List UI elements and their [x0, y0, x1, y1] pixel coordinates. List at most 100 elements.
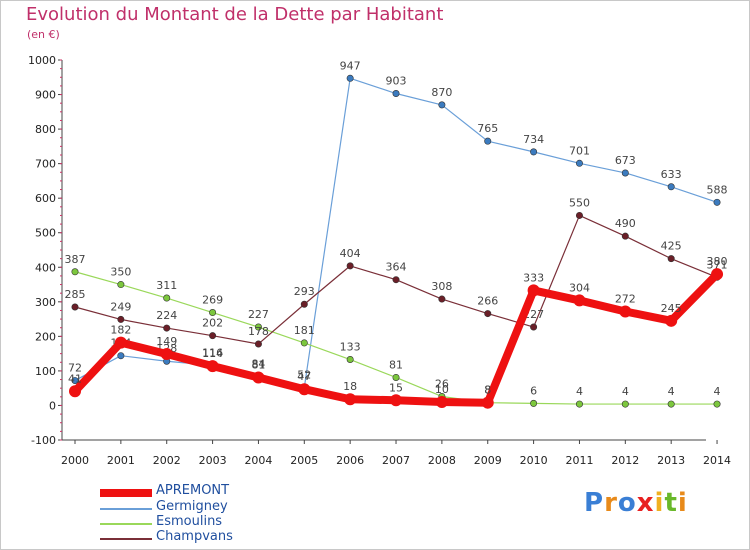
- x-tick-label: 2001: [107, 454, 135, 467]
- data-label: 734: [523, 133, 544, 146]
- x-tick-label: 2013: [657, 454, 685, 467]
- x-tick-label: 2004: [244, 454, 272, 467]
- data-point: [530, 399, 538, 407]
- proxiti-logo: Proxiti: [584, 488, 688, 518]
- data-label: 6: [530, 384, 537, 397]
- data-label: 182: [110, 324, 131, 337]
- data-label: 114: [202, 347, 223, 360]
- data-point: [713, 198, 721, 206]
- data-label: 380: [707, 255, 728, 268]
- y-tick-label: 400: [35, 261, 56, 274]
- data-point: [71, 268, 79, 276]
- data-label: 308: [431, 280, 452, 293]
- x-tick-label: 2000: [61, 454, 89, 467]
- data-label: 4: [668, 385, 675, 398]
- y-tick-label: 600: [35, 192, 56, 205]
- data-point: [665, 314, 678, 327]
- data-point: [575, 159, 583, 167]
- data-point: [69, 385, 81, 398]
- x-tick-label: 2007: [382, 454, 410, 467]
- data-point: [667, 400, 675, 408]
- data-point: [530, 148, 538, 156]
- data-label: 269: [202, 294, 223, 307]
- data-point: [344, 393, 357, 406]
- data-point: [114, 336, 127, 349]
- legend-swatch: [100, 508, 152, 510]
- data-label: 81: [251, 358, 265, 371]
- data-label: 4: [714, 385, 721, 398]
- data-label: 903: [386, 75, 407, 88]
- data-label: 870: [431, 86, 452, 99]
- data-label: 311: [156, 279, 177, 292]
- data-point: [163, 294, 171, 302]
- x-tick-label: 2014: [703, 454, 731, 467]
- data-label: 84: [251, 357, 265, 370]
- data-point: [346, 356, 354, 364]
- y-tick-label: 1000: [28, 54, 56, 67]
- legend-label: APREMONT: [156, 483, 230, 498]
- data-point: [575, 400, 583, 408]
- legend-swatch: [100, 489, 152, 497]
- data-point: [254, 340, 262, 348]
- data-point: [390, 394, 403, 407]
- data-point: [117, 281, 125, 289]
- data-label: 224: [156, 309, 177, 322]
- data-point: [254, 323, 262, 331]
- y-tick-label: 500: [35, 227, 56, 240]
- data-point: [117, 315, 125, 323]
- data-point: [209, 309, 217, 317]
- y-tick-label: 300: [35, 296, 56, 309]
- data-label: 371: [707, 258, 728, 271]
- data-label: 293: [294, 285, 315, 298]
- x-tick-label: 2008: [428, 454, 456, 467]
- data-point: [392, 373, 400, 381]
- data-label: 15: [389, 381, 403, 394]
- data-label: 181: [294, 324, 315, 337]
- data-point: [621, 169, 629, 177]
- data-label: 81: [389, 358, 403, 371]
- data-point: [71, 377, 79, 385]
- y-tick-label: 0: [49, 399, 56, 412]
- data-point: [300, 339, 308, 347]
- data-point: [300, 300, 308, 308]
- data-label: 285: [65, 288, 86, 301]
- y-tick-label: 900: [35, 89, 56, 102]
- data-point: [481, 396, 494, 409]
- data-label: 52: [297, 368, 311, 381]
- chart-title: Evolution du Montant de la Dette par Hab…: [26, 4, 444, 25]
- legend-label: Esmoulins: [156, 514, 223, 529]
- data-label: 633: [661, 168, 682, 181]
- legend-swatch: [100, 538, 152, 540]
- y-tick-label: -100: [31, 434, 56, 447]
- data-label: 18: [343, 380, 357, 393]
- data-label: 72: [68, 362, 82, 375]
- data-label: 765: [477, 122, 498, 135]
- data-label: 350: [110, 266, 131, 279]
- x-tick-label: 2002: [153, 454, 181, 467]
- data-point: [435, 396, 448, 408]
- data-point: [298, 383, 311, 396]
- data-point: [711, 268, 724, 281]
- data-point: [252, 371, 265, 384]
- data-label: 425: [661, 240, 682, 253]
- data-point: [346, 262, 354, 270]
- legend-label: Germigney: [156, 499, 228, 514]
- x-tick-label: 2005: [290, 454, 318, 467]
- data-point: [209, 332, 217, 340]
- data-label: 673: [615, 154, 636, 167]
- chart-unit-subtitle: (en €): [27, 28, 60, 41]
- y-tick-label: 800: [35, 123, 56, 136]
- data-point: [206, 360, 219, 373]
- data-point: [621, 400, 629, 408]
- data-label: 4: [622, 385, 629, 398]
- data-point: [484, 137, 492, 145]
- data-point: [346, 74, 354, 82]
- data-label: 266: [477, 295, 498, 308]
- data-label: 41: [68, 372, 82, 385]
- data-label: 149: [156, 335, 177, 348]
- legend-swatch: [100, 523, 152, 525]
- data-point: [160, 347, 173, 360]
- y-tick-label: 200: [35, 330, 56, 343]
- data-point: [438, 295, 446, 303]
